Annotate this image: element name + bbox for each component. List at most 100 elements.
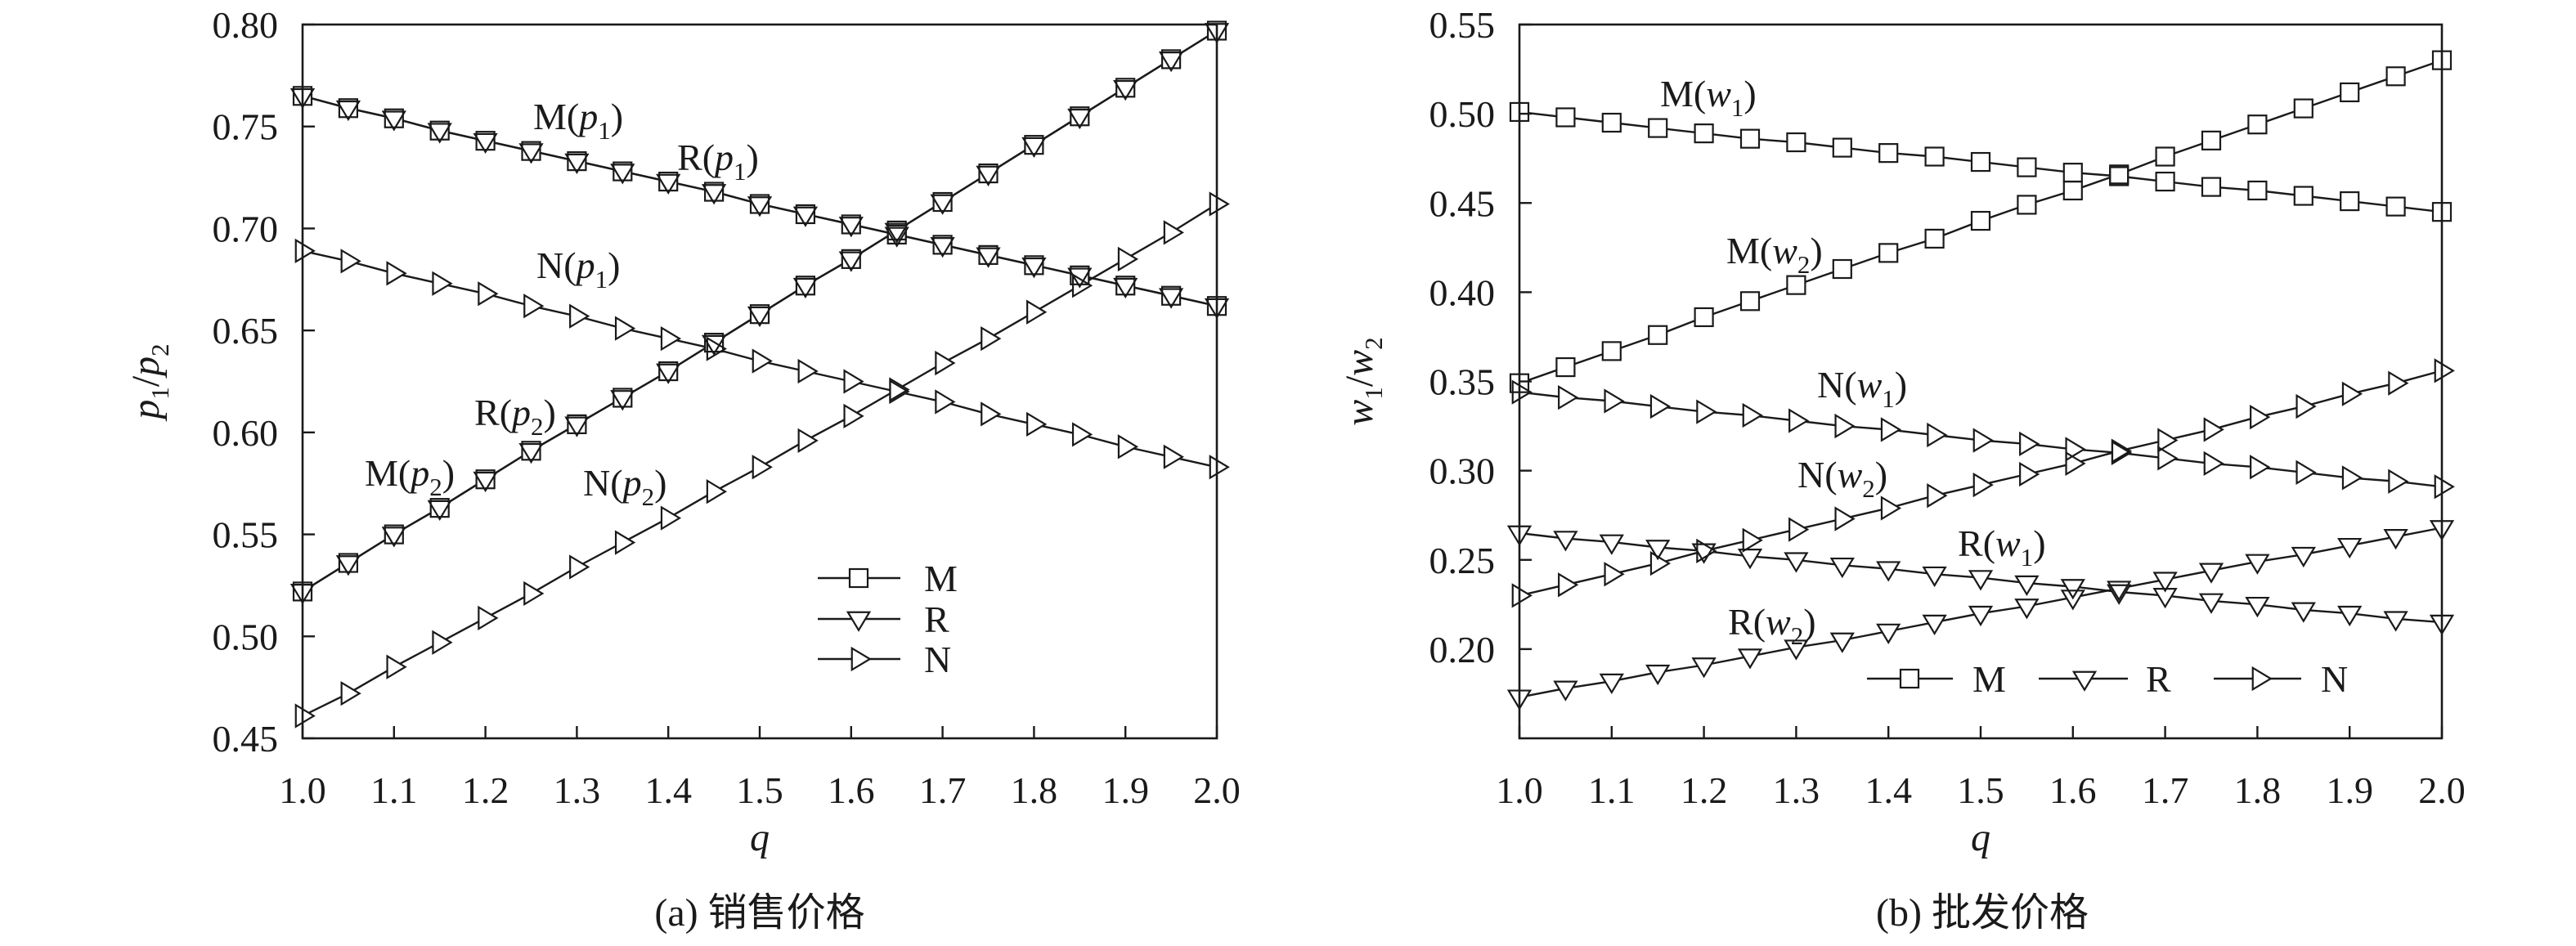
series-3-point-14-bg: [2156, 147, 2174, 166]
legend-entry-R: R: [2039, 658, 2171, 700]
series-2-point-20: [1209, 455, 1230, 480]
series-5-point-1-bg: [341, 682, 360, 705]
series-2-point-9: [706, 336, 727, 361]
series-5-point-0-bg: [1512, 585, 1531, 607]
series-1-point-11: [2014, 575, 2040, 597]
legend-label: M: [924, 558, 958, 599]
series-5-point-8-bg: [1881, 497, 1900, 519]
y-tick-label: 0.45: [213, 718, 279, 760]
series-4-point-5: [518, 442, 544, 464]
series-0-point-15: [978, 244, 999, 265]
series-2-point-15: [981, 401, 1002, 427]
series-5-point-12-bg: [844, 405, 863, 428]
series-3-point-13: [886, 220, 907, 241]
series-3-point-17-bg: [2294, 99, 2313, 118]
legend-entry-N: N: [2214, 658, 2348, 700]
series-2-point-18: [1117, 434, 1139, 460]
series-4-point-8: [1876, 623, 1901, 644]
series-1-point-15-bg: [977, 248, 999, 267]
series-2-point-17-bg: [1073, 424, 1092, 446]
series-4-point-19: [2383, 529, 2408, 550]
series-4-point-8: [656, 363, 681, 384]
series-0-point-18: [2340, 191, 2360, 212]
series-5-point-3: [1649, 550, 1672, 576]
series-3-point-3: [429, 498, 450, 518]
series-1-point-1-bg: [1555, 531, 1577, 550]
series-1-point-6: [1784, 552, 1809, 573]
series-1-point-15: [2198, 593, 2224, 614]
series-2-point-8: [1880, 417, 1902, 442]
series-5-point-6-bg: [1789, 518, 1808, 540]
series-5-point-15-bg: [2204, 419, 2223, 441]
series-5-point-10: [1972, 472, 1994, 498]
series-2-point-5: [1742, 402, 1763, 428]
x-tick-label: 2.0: [2418, 769, 2466, 811]
figure-caption: (a) 销售价格: [654, 891, 864, 935]
series-1-point-10-bg: [1969, 571, 1992, 590]
series-1-point-11: [792, 206, 819, 227]
x-tick-label: 1.1: [370, 769, 418, 811]
series-5-point-15: [2203, 417, 2224, 442]
series-4-label: R(p2): [474, 392, 556, 441]
series-4-point-10: [747, 306, 773, 328]
series-5-point-17: [2296, 393, 2317, 419]
series-2-point-19: [1163, 444, 1184, 469]
series-5-point-5-bg: [1743, 529, 1761, 551]
series-2-point-20-bg: [1209, 456, 1228, 478]
series-5-point-19-bg: [2389, 372, 2408, 394]
series-3-point-8-bg: [1879, 244, 1898, 262]
y-tick-label: 0.70: [213, 208, 279, 249]
series-3-point-14: [932, 191, 953, 213]
series-1-point-10: [747, 196, 773, 217]
series-1-point-8: [1876, 561, 1901, 582]
y-tick-label: 0.30: [1429, 451, 1496, 492]
series-4-point-11-bg: [2016, 599, 2038, 618]
series-2-point-5: [523, 294, 545, 319]
series-5-point-17-bg: [1073, 275, 1092, 297]
series-5-point-4-bg: [478, 607, 497, 630]
series-3-point-4: [1694, 307, 1714, 328]
series-2-point-12: [843, 369, 864, 394]
series-3-point-10: [749, 304, 770, 325]
series-2-point-10-bg: [752, 350, 771, 372]
series-1-point-9-bg: [702, 185, 725, 204]
series-1-point-8-bg: [1878, 562, 1900, 581]
series-0-point-1: [338, 98, 358, 119]
series-1-point-12-bg: [2062, 580, 2084, 599]
series-5-point-4-bg: [1697, 540, 1716, 563]
series-2-point-3-bg: [433, 272, 451, 294]
series-4-point-4-bg: [474, 472, 496, 491]
series-4-point-13: [884, 222, 909, 244]
series-5-point-10: [752, 455, 773, 480]
series-0-point-8: [658, 171, 679, 192]
series-4-point-18: [2337, 537, 2363, 559]
series-5-point-0: [294, 703, 316, 729]
series-5-label: N(p2): [583, 462, 666, 511]
series-4-point-7-bg: [612, 391, 634, 410]
series-0-point-9-bg: [1925, 147, 1944, 166]
series-4-point-8-bg: [657, 364, 680, 383]
series-1-point-5: [1737, 549, 1763, 570]
series-3-label: M(p2): [365, 452, 455, 501]
series-5-point-9-bg: [1928, 484, 1946, 507]
y-tick-label: 0.80: [213, 4, 279, 46]
series-3-point-1-bg: [1556, 358, 1575, 377]
series-3-point-11-bg: [2017, 195, 2036, 214]
series-1-point-15-bg: [2200, 594, 2223, 612]
series-4-point-1-bg: [1555, 681, 1577, 700]
series-0-point-8: [1878, 143, 1899, 164]
series-5-point-9: [1927, 483, 1948, 509]
series-2-point-8-bg: [661, 327, 680, 350]
series-2-point-6-bg: [1789, 410, 1808, 432]
chart-b-wholesale-price: 1.0 1.1 1.2 1.3 1.4 1.5 1.6 1.7 1.8 1.9 2.00.200.2…: [1338, 4, 2466, 935]
series-3-point-10: [1970, 210, 1991, 231]
y-tick-label: 0.35: [1429, 361, 1496, 403]
series-1-point-17-bg: [1069, 268, 1091, 287]
series-5-point-15-bg: [981, 327, 1000, 350]
series-5-point-3-bg: [433, 631, 451, 653]
series-5-point-18: [1117, 246, 1139, 271]
series-2-point-4: [1696, 399, 1717, 424]
series-5-point-18-bg: [2342, 383, 2361, 405]
x-tick-label: 1.1: [1588, 769, 1636, 811]
series-1-point-6: [564, 153, 590, 175]
